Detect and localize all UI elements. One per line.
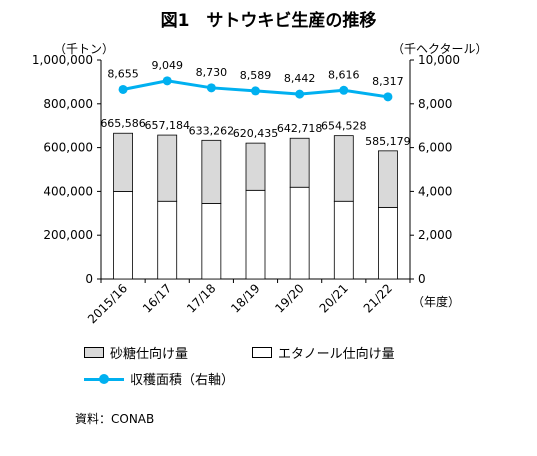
right-tick-label: 4,000 — [418, 184, 452, 198]
bar-total-label: 654,528 — [321, 120, 367, 133]
bar-total-label: 657,184 — [144, 119, 190, 132]
bar-sugar — [157, 134, 178, 202]
bar-sugar — [245, 142, 266, 191]
line-area-point — [162, 76, 172, 86]
legend-label-sugar: 砂糖仕向け量 — [110, 347, 189, 362]
left-axis-unit: （千トン） — [54, 42, 115, 56]
line-area-point — [251, 86, 260, 96]
bar-ethanol — [289, 186, 310, 280]
line-area-label: 8,442 — [284, 72, 316, 85]
bar-ethanol — [245, 189, 266, 280]
bar-total-label: 620,435 — [233, 127, 279, 140]
right-tick-label: 10,000 — [418, 53, 460, 67]
x-tick-label: 2015/16 — [85, 281, 130, 326]
line-area-point — [339, 85, 349, 95]
left-tick-label: 1,000,000 — [32, 53, 93, 67]
bar-sugar — [201, 139, 222, 204]
line-area-label: 8,589 — [240, 69, 272, 82]
legend-label-area: 収穫面積（右軸） — [130, 373, 235, 388]
line-area-point — [118, 84, 128, 94]
line-area-label: 9,049 — [151, 59, 183, 72]
left-tick-label: 0 — [85, 272, 93, 286]
x-tick-label: 20/21 — [317, 281, 351, 315]
bar-total-label: 665,586 — [100, 117, 146, 130]
x-tick-label: 17/18 — [184, 281, 218, 315]
bar-ethanol — [201, 203, 222, 280]
right-tick-label: 6,000 — [418, 141, 452, 155]
right-tick-label: 2,000 — [418, 228, 452, 242]
legend-item-ethanol: エタノール仕向け量 — [252, 343, 395, 362]
right-tick-label: 0 — [418, 272, 426, 286]
x-tick-label: 19/20 — [272, 281, 306, 315]
line-area-point — [295, 89, 305, 99]
line-area-label: 8,616 — [328, 68, 360, 81]
bar-total-label: 633,262 — [189, 124, 235, 137]
bar-sugar — [113, 132, 133, 192]
right-axis-unit: （千ヘクタール） — [392, 42, 488, 56]
x-tick-label: 18/19 — [228, 281, 262, 315]
legend-label-ethanol: エタノール仕向け量 — [278, 347, 395, 362]
bar-sugar — [289, 137, 310, 188]
legend-swatch-area — [84, 373, 124, 385]
bar-ethanol — [333, 200, 354, 280]
legend-swatch-sugar — [84, 347, 104, 358]
left-tick-label: 200,000 — [43, 228, 93, 242]
left-tick-label: 800,000 — [43, 97, 93, 111]
left-tick-label: 400,000 — [43, 184, 93, 198]
right-tick-label: 8,000 — [418, 97, 452, 111]
bar-total-label: 585,179 — [365, 135, 411, 148]
bar-total-label: 642,718 — [277, 122, 323, 135]
x-tick-label: 21/22 — [361, 281, 395, 315]
bar-ethanol — [378, 206, 398, 280]
left-tick-label: 600,000 — [43, 141, 93, 155]
source-note: 資料：CONAB — [75, 412, 155, 426]
line-area-label: 8,730 — [196, 66, 228, 79]
line-area-label: 8,317 — [372, 75, 404, 88]
line-area-point — [383, 92, 393, 102]
legend-item-sugar: 砂糖仕向け量 — [84, 343, 188, 362]
legend-item-area: 収穫面積（右軸） — [84, 369, 234, 388]
line-area-point — [206, 83, 216, 93]
line-area-label: 8,655 — [107, 67, 139, 80]
chart-title: 図1 サトウキビ生産の推移 — [160, 11, 377, 31]
bar-sugar — [333, 135, 354, 202]
bar-ethanol — [157, 200, 178, 280]
bar-ethanol — [113, 190, 133, 280]
x-tick-label: 16/17 — [140, 281, 174, 315]
bar-sugar — [378, 150, 398, 208]
x-axis-unit: （年度） — [412, 295, 461, 309]
legend-swatch-ethanol — [252, 347, 272, 358]
